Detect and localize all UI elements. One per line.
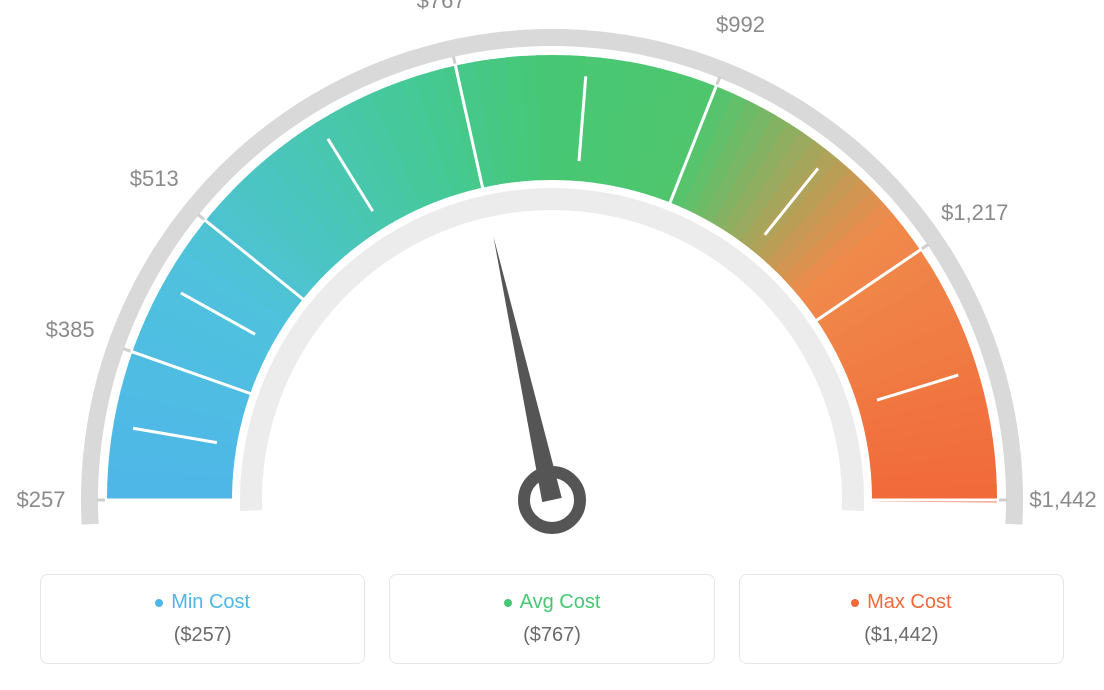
legend-card-avg: Avg Cost ($767) xyxy=(389,574,714,664)
legend-title-max: Max Cost xyxy=(750,591,1053,614)
tick-label: $385 xyxy=(46,317,95,343)
legend-card-min: Min Cost ($257) xyxy=(40,574,365,664)
tick-label: $767 xyxy=(417,0,466,14)
legend-card-max: Max Cost ($1,442) xyxy=(739,574,1064,664)
legend-title-min: Min Cost xyxy=(51,591,354,614)
legend-row: Min Cost ($257) Avg Cost ($767) Max Cost… xyxy=(40,574,1064,664)
legend-dot-avg xyxy=(504,599,512,607)
chart-container: $257 $385 $513 $767 $992 $1,217 $1,442 Min Cos… xyxy=(0,0,1104,690)
legend-label-avg: Avg Cost xyxy=(520,591,601,614)
legend-label-max: Max Cost xyxy=(867,591,951,614)
tick-label: $992 xyxy=(716,12,765,38)
gauge-area: $257 $385 $513 $767 $992 $1,217 $1,442 xyxy=(0,0,1104,580)
gauge-svg xyxy=(0,0,1104,580)
legend-dot-min xyxy=(155,599,163,607)
legend-value-min: ($257) xyxy=(51,624,354,647)
tick-label: $513 xyxy=(130,166,179,192)
legend-value-avg: ($767) xyxy=(400,624,703,647)
legend-title-avg: Avg Cost xyxy=(400,591,703,614)
legend-value-max: ($1,442) xyxy=(750,624,1053,647)
legend-label-min: Min Cost xyxy=(171,591,250,614)
legend-dot-max xyxy=(851,599,859,607)
tick-label: $1,217 xyxy=(941,200,1008,226)
tick-label: $257 xyxy=(17,487,66,513)
tick-label: $1,442 xyxy=(1029,487,1096,513)
